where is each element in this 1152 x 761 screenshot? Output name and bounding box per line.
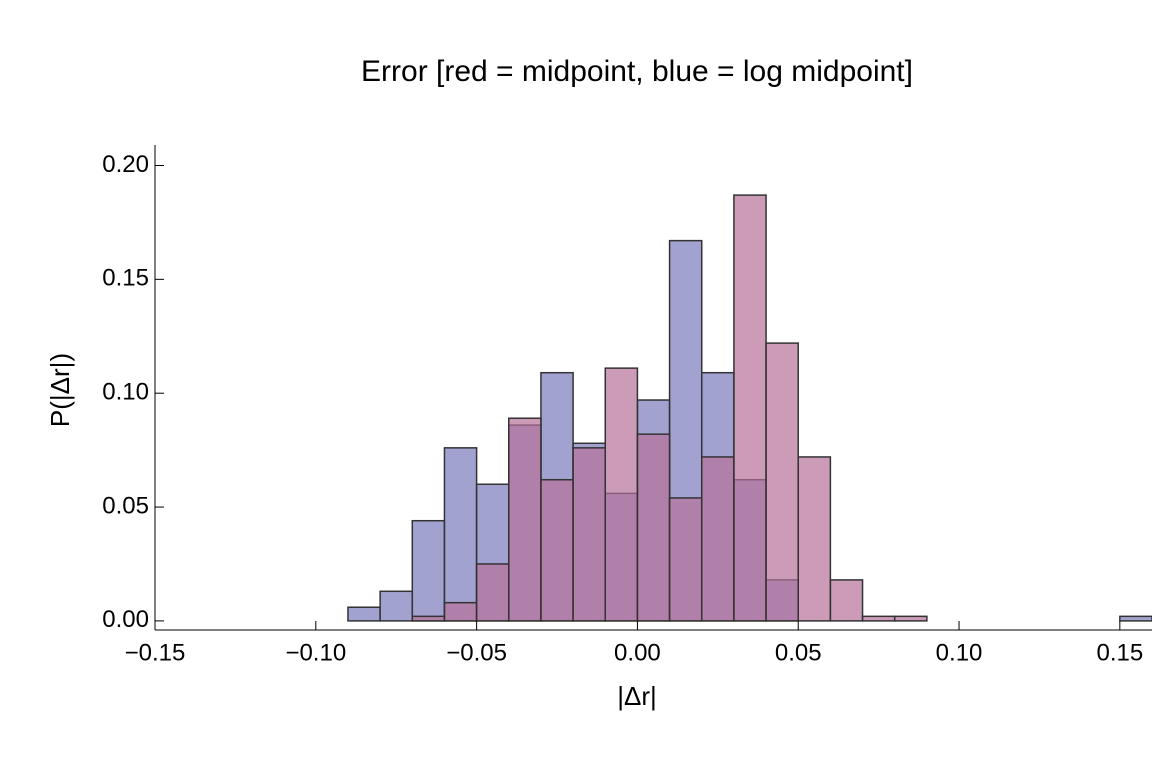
histogram-bar [379, 590, 414, 622]
histogram-bar [829, 579, 864, 622]
histogram-bar [668, 497, 703, 622]
histogram-bar [733, 194, 767, 622]
histogram-bar [893, 615, 928, 622]
x-tick-label: 0.15 [1096, 639, 1143, 666]
y-tick-label: 0.20 [102, 151, 149, 178]
histogram-bar [443, 447, 478, 622]
bars [347, 194, 1152, 622]
x-axis-label: |Δr| [617, 681, 657, 711]
histogram-bar [572, 447, 607, 622]
y-axis-label: P(|Δr|) [45, 353, 75, 427]
x-tick-label: 0.00 [614, 639, 661, 666]
histogram-bar [411, 519, 446, 622]
histogram-bar [347, 606, 381, 622]
y-tick-label: 0.05 [102, 492, 149, 519]
x-tick-label: −0.05 [446, 639, 507, 666]
chart-title: Error [red = midpoint, blue = log midpoi… [361, 55, 913, 88]
histogram-bar [861, 615, 896, 622]
y-tick-label: 0.15 [102, 265, 149, 292]
histogram-bar [765, 342, 799, 622]
y-tick-label: 0.00 [102, 606, 149, 633]
histogram-bar [508, 417, 542, 622]
histogram-bar [443, 601, 478, 622]
x-tick-label: 0.05 [775, 639, 822, 666]
y-tick-label: 0.10 [102, 379, 149, 406]
histogram-bar [636, 433, 671, 622]
histogram-bar [1119, 615, 1152, 622]
histogram-bar [797, 456, 832, 622]
x-tick-label: −0.10 [285, 639, 346, 666]
histogram-bar [411, 615, 446, 622]
histogram-bar [475, 563, 510, 622]
histogram-bar [540, 478, 574, 622]
x-tick-label: 0.10 [936, 639, 983, 666]
histogram-bar [700, 456, 735, 622]
histogram-bar [604, 367, 639, 622]
x-tick-label: −0.15 [125, 639, 186, 666]
